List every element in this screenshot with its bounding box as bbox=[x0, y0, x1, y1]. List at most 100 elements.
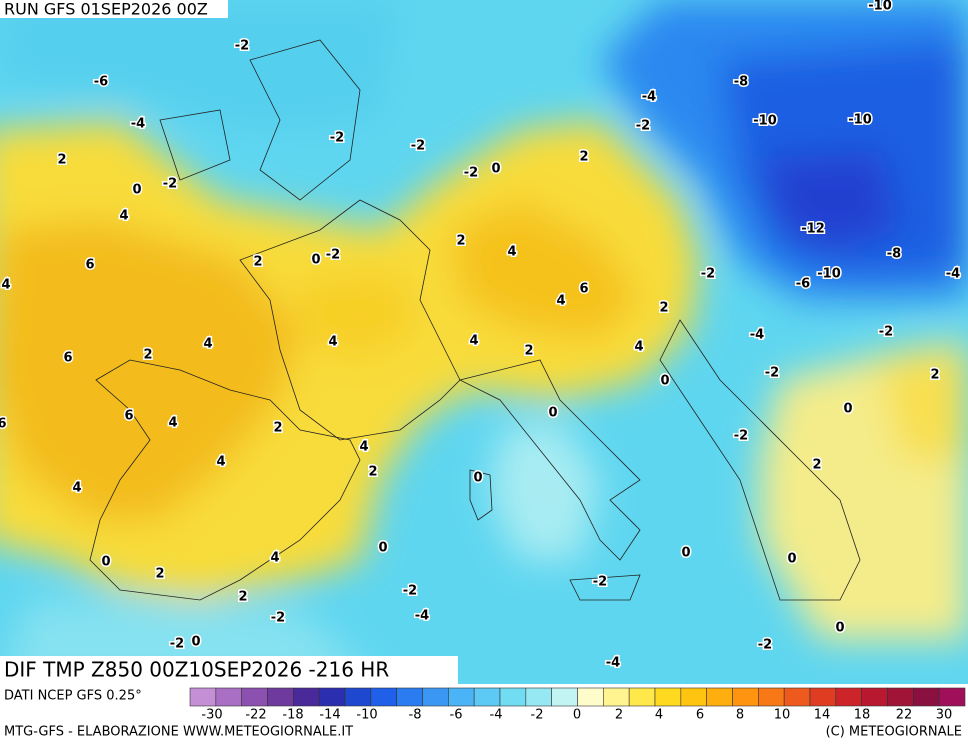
contour-label: 4 bbox=[1, 278, 10, 293]
colorbar-label: 0 bbox=[573, 708, 581, 723]
contour-label: 0 bbox=[473, 471, 482, 486]
colorbar-swatch bbox=[551, 687, 578, 707]
contour-label: 2 bbox=[273, 421, 282, 436]
contour-label: -6 bbox=[94, 75, 108, 90]
contour-label: 4 bbox=[556, 294, 565, 309]
colorbar-swatch bbox=[783, 687, 811, 707]
contour-label: 6 bbox=[124, 409, 133, 424]
contour-label: -4 bbox=[642, 90, 656, 105]
contour-label: 4 bbox=[203, 337, 212, 352]
colorbar-label: -14 bbox=[319, 708, 340, 723]
contour-label: 0 bbox=[191, 635, 200, 650]
colorbar-label: 14 bbox=[814, 708, 831, 723]
contour-label: 0 bbox=[548, 406, 557, 421]
colorbar-swatch bbox=[887, 687, 914, 707]
colorbar-swatch bbox=[241, 687, 268, 707]
colorbar-swatch bbox=[654, 687, 682, 707]
contour-label: -2 bbox=[403, 584, 417, 599]
contour-label: 2 bbox=[812, 458, 821, 473]
contour-label: -2 bbox=[326, 248, 340, 263]
contour-label: 4 bbox=[168, 416, 177, 431]
contour-label: 0 bbox=[835, 621, 844, 636]
contour-label: 0 bbox=[843, 402, 852, 417]
contour-label: 2 bbox=[456, 234, 465, 249]
colorbar-swatch bbox=[370, 687, 397, 707]
contour-label: -4 bbox=[946, 267, 960, 282]
colorbar-swatch bbox=[809, 687, 837, 707]
contour-label: -10 bbox=[817, 267, 841, 282]
colorbar-label: 22 bbox=[896, 708, 913, 723]
contour-label: 0 bbox=[787, 552, 796, 567]
colorbar-swatch bbox=[938, 687, 966, 707]
contour-label: -10 bbox=[868, 0, 892, 14]
colorbar-swatch bbox=[318, 687, 346, 707]
contour-label: -2 bbox=[170, 637, 184, 652]
contour-label: 6 bbox=[0, 417, 7, 432]
contour-label: -4 bbox=[131, 117, 145, 132]
colorbar-swatch bbox=[499, 687, 527, 707]
contour-label: -10 bbox=[753, 114, 777, 129]
colorbar-swatch bbox=[525, 687, 552, 707]
colorbar-swatch bbox=[293, 687, 320, 707]
contour-label: 6 bbox=[63, 351, 72, 366]
colorbar-label: -22 bbox=[245, 708, 266, 723]
contour-label: 2 bbox=[659, 301, 668, 316]
contour-label: 2 bbox=[253, 255, 262, 270]
contour-label: 2 bbox=[930, 368, 939, 383]
colorbar: -30 -22 -18 -14 -10 -8 -6 -4 -2 0 2 4 6 8 10 14 18 22 30 bbox=[189, 687, 966, 723]
colorbar-swatch bbox=[835, 687, 862, 707]
contour-label: 6 bbox=[579, 282, 588, 297]
colorbar-label: -2 bbox=[531, 708, 544, 723]
contour-label: -10 bbox=[848, 113, 872, 128]
contour-label: 0 bbox=[681, 546, 690, 561]
contour-label: 4 bbox=[119, 209, 128, 224]
colorbar-label: 8 bbox=[736, 708, 744, 723]
run-box bbox=[0, 0, 228, 18]
colorbar-label: -30 bbox=[201, 708, 222, 723]
colorbar-label: -4 bbox=[490, 708, 503, 723]
contour-label: 2 bbox=[155, 567, 164, 582]
colorbar-label: -10 bbox=[356, 708, 377, 723]
contour-label: -2 bbox=[330, 131, 344, 146]
contour-label: 2 bbox=[238, 590, 247, 605]
contour-label: -2 bbox=[235, 39, 249, 54]
contour-label: -8 bbox=[734, 75, 748, 90]
contour-label: 4 bbox=[72, 481, 81, 496]
contour-label: 0 bbox=[491, 162, 500, 177]
contour-label: 6 bbox=[85, 258, 94, 273]
contour-label: 4 bbox=[507, 245, 516, 260]
contour-label: 0 bbox=[660, 374, 669, 389]
contour-label: -2 bbox=[879, 325, 893, 340]
colorbar-swatch bbox=[628, 687, 656, 707]
colorbar-label: -8 bbox=[409, 708, 422, 723]
colorbar-swatch bbox=[732, 687, 759, 707]
colorbar-swatch bbox=[758, 687, 785, 707]
contour-label: 0 bbox=[132, 183, 141, 198]
colorbar-swatch bbox=[344, 687, 372, 707]
contour-label: -2 bbox=[163, 177, 177, 192]
contour-label: -2 bbox=[636, 119, 650, 134]
colorbar-swatch bbox=[473, 687, 501, 707]
contour-label: 4 bbox=[359, 440, 368, 455]
contour-label: -12 bbox=[801, 222, 825, 237]
colorbar-swatch bbox=[861, 687, 888, 707]
contour-label: 4 bbox=[216, 455, 225, 470]
colorbar-label: -18 bbox=[282, 708, 303, 723]
colorbar-swatch bbox=[448, 687, 475, 707]
credit: MTG-GFS - ELABORAZIONE WWW.METEOGIORNALE… bbox=[4, 725, 353, 740]
title-box bbox=[0, 656, 458, 684]
contour-label: 4 bbox=[270, 551, 279, 566]
contour-label: -2 bbox=[593, 575, 607, 590]
colorbar-label: 6 bbox=[696, 708, 704, 723]
colorbar-swatch bbox=[267, 687, 294, 707]
contour-label: 0 bbox=[378, 541, 387, 556]
run-label: RUN GFS 01SEP2026 00Z bbox=[4, 0, 208, 19]
colorbar-label: 30 bbox=[936, 708, 953, 723]
colorbar-label: 18 bbox=[854, 708, 871, 723]
contour-label: -2 bbox=[701, 267, 715, 282]
colorbar-label: 4 bbox=[655, 708, 663, 723]
colorbar-swatch bbox=[422, 687, 449, 707]
contour-label: 2 bbox=[524, 344, 533, 359]
colorbar-swatch bbox=[913, 687, 940, 707]
